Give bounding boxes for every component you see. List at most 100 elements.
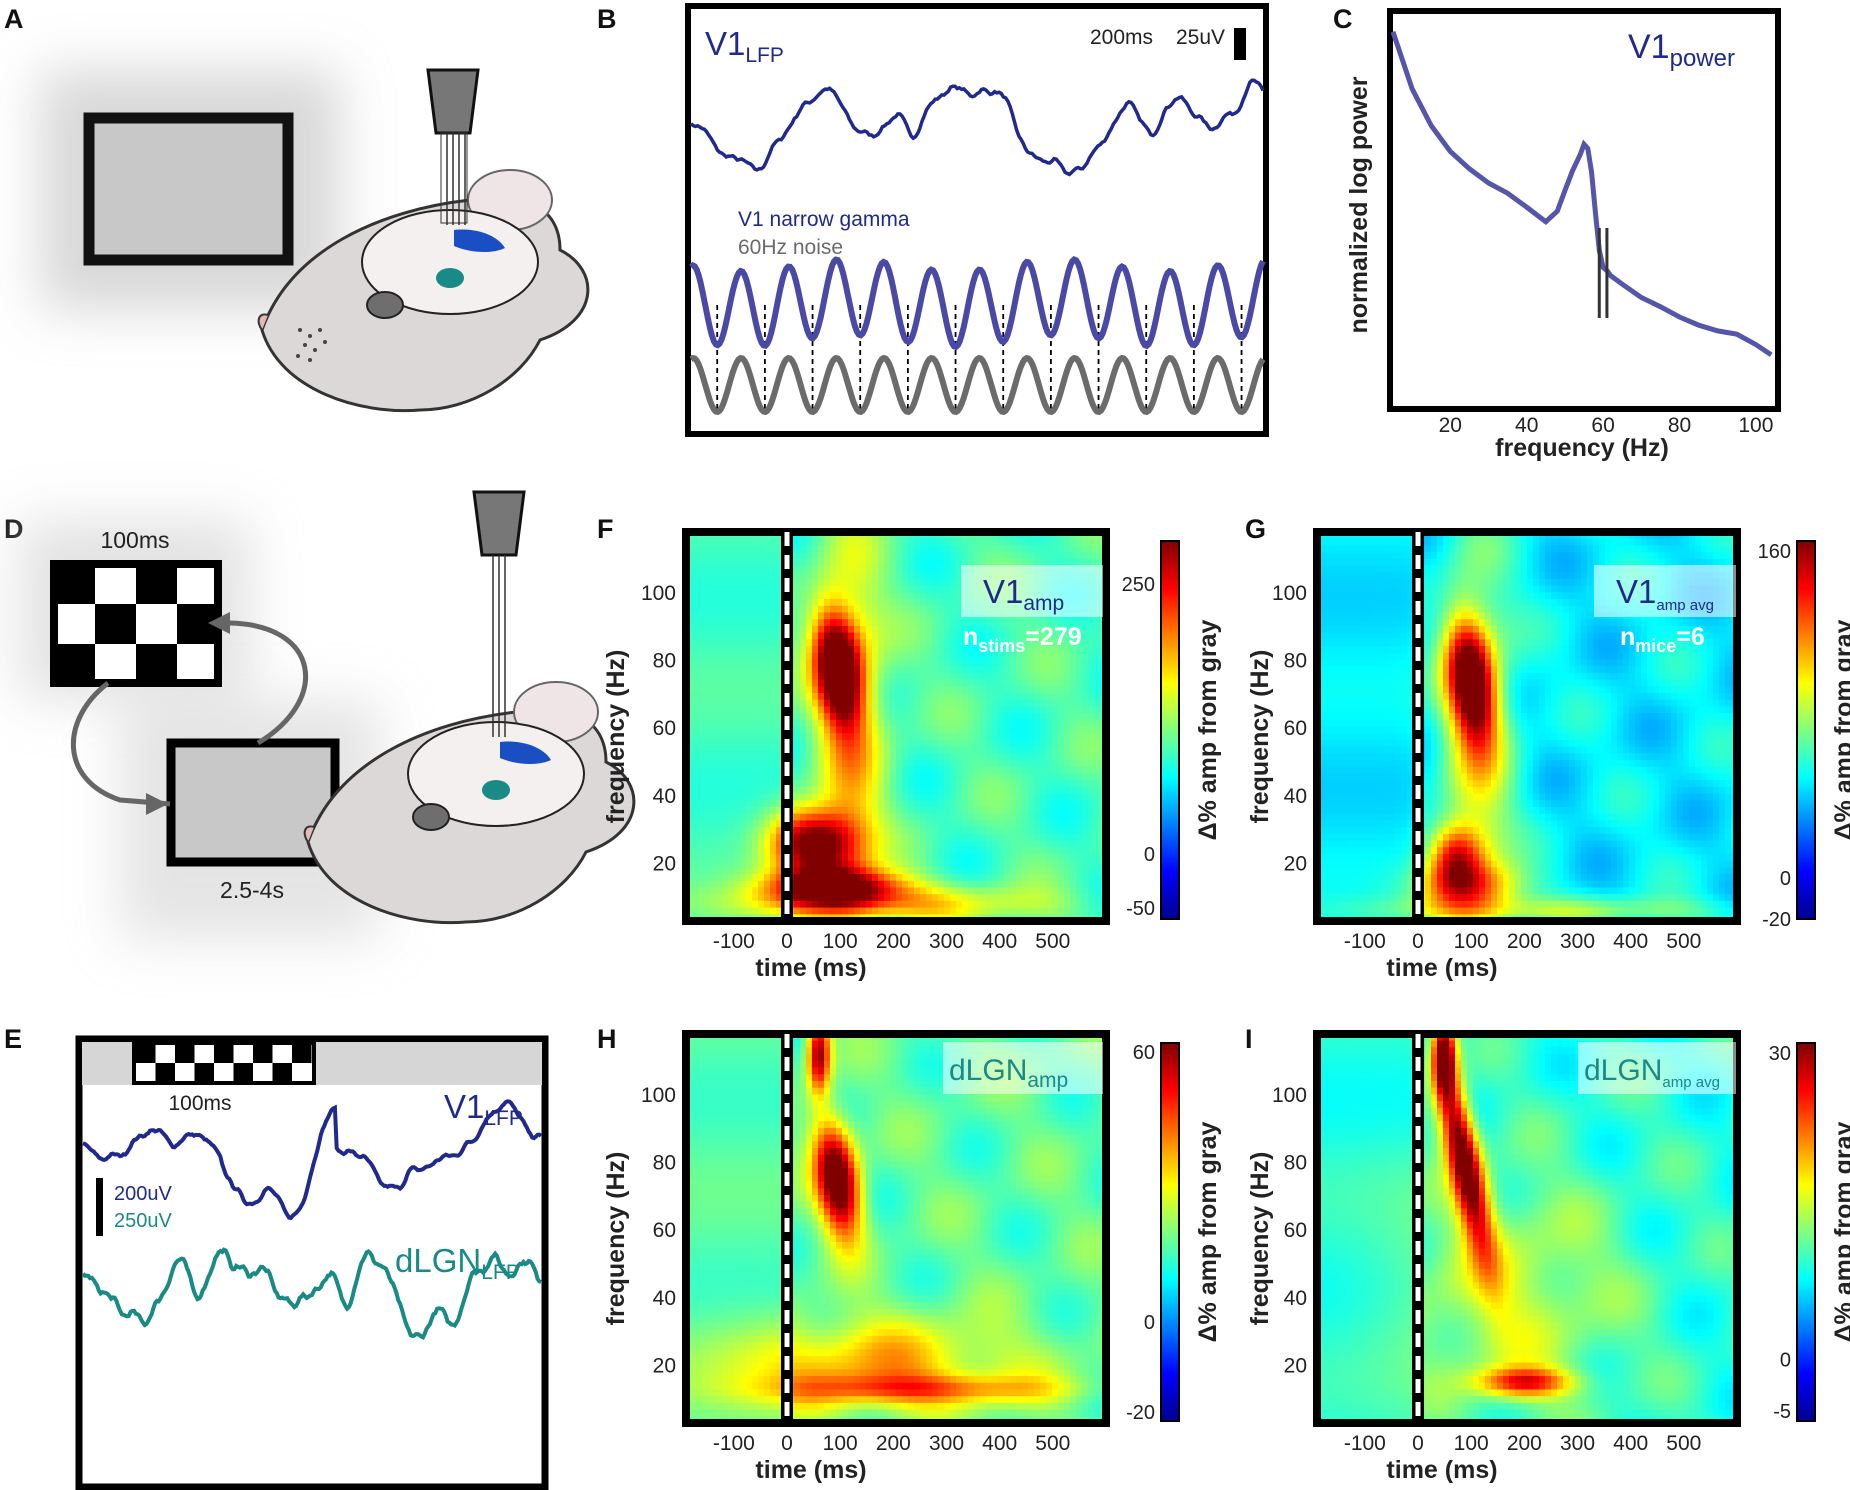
heatmap-cell [764,827,771,834]
heatmap-cell [830,680,837,687]
heatmap-cell [884,800,891,807]
heatmap-cell [698,572,705,579]
heatmap-cell [830,834,837,841]
heatmap-cell [740,612,747,619]
heatmap-cell [752,780,759,787]
heatmap-cell [860,599,867,606]
heatmap-cell [866,559,873,566]
heatmap-cell [716,867,723,874]
heatmap-cell [848,814,855,821]
heatmap-cell [866,552,873,559]
heatmap-cell [872,680,879,687]
heatmap-cell [848,794,855,801]
heatmap-cell [872,867,879,874]
heatmap-cell [770,827,777,834]
heatmap-cell [830,814,837,821]
heatmap-cell [704,787,711,794]
heatmap-cell [878,901,885,908]
heatmap-cell [872,887,879,894]
heatmap-cell [854,841,861,848]
heatmap-cell [836,753,843,760]
heatmap-cell [800,666,807,673]
heatmap-cell [740,881,747,888]
heatmap-cell [752,612,759,619]
heatmap-cell [722,539,729,546]
heatmap-cell [848,867,855,874]
heatmap-cell [722,874,729,881]
heatmap-cell [854,740,861,747]
heatmap-cell [716,566,723,573]
heatmap-cell [734,713,741,720]
heatmap-cell [800,861,807,868]
heatmap-cell [734,545,741,552]
heatmap-cell [710,666,717,673]
heatmap-cell [806,727,813,734]
heatmap-cell [890,639,897,646]
heatmap-cell [872,800,879,807]
heatmap-cell [812,827,819,834]
heatmap-cell [836,908,843,915]
heatmap-cell [884,552,891,559]
heatmap-cell [806,787,813,794]
heatmap-cell [884,720,891,727]
heatmap-cell [818,666,825,673]
heatmap-cell [716,673,723,680]
heatmap-cell [872,720,879,727]
heatmap-cell [830,794,837,801]
heatmap-cell [728,612,735,619]
heatmap-cell [722,673,729,680]
heatmap-cell [734,619,741,626]
heatmap-cell [818,686,825,693]
heatmap-cell [698,653,705,660]
heatmap-cell [800,867,807,874]
heatmap-cell [692,767,699,774]
heatmap-cell [710,566,717,573]
heatmap-cell [692,780,699,787]
heatmap-cell [812,552,819,559]
heatmap-cell [860,740,867,747]
heatmap-cell [800,539,807,546]
heatmap-cell [848,559,855,566]
heatmap-cell [860,633,867,640]
heatmap-cell [746,639,753,646]
heatmap-cell [818,559,825,566]
heatmap-cell [860,760,867,767]
heatmap-cell [806,773,813,780]
heatmap-cell [698,706,705,713]
heatmap-cell [860,639,867,646]
heatmap-cell [860,619,867,626]
heatmap-cell [704,626,711,633]
heatmap-cell [884,773,891,780]
heatmap-cell [860,680,867,687]
heatmap-cell [836,666,843,673]
figure: A B C D F G E H I [0,0,1850,1490]
heatmap-cell [842,680,849,687]
heatmap-cell [764,639,771,646]
heatmap-cell [854,559,861,566]
heatmap-cell [842,700,849,707]
heatmap-cell [842,780,849,787]
heatmap-cell [854,606,861,613]
heatmap-cell [860,673,867,680]
heatmap-cell [758,887,765,894]
heatmap-cell [728,901,735,908]
heatmap-cell [836,606,843,613]
heatmap-cell [704,720,711,727]
heatmap-cell [728,894,735,901]
heatmap-cell [716,881,723,888]
heatmap-cell [818,747,825,754]
heatmap-cell [800,646,807,653]
heatmap-cell [830,901,837,908]
heatmap-cell [842,881,849,888]
heatmap-cell [794,733,801,740]
heatmap-cell [698,680,705,687]
heatmap-cell [704,861,711,868]
heatmap-cell [794,720,801,727]
heatmap-cell [800,552,807,559]
heatmap-cell [806,653,813,660]
heatmap-cell [734,881,741,888]
heatmap-cell [866,881,873,888]
heatmap-cell [746,680,753,687]
heatmap-cell [812,539,819,546]
heatmap-cell [710,659,717,666]
